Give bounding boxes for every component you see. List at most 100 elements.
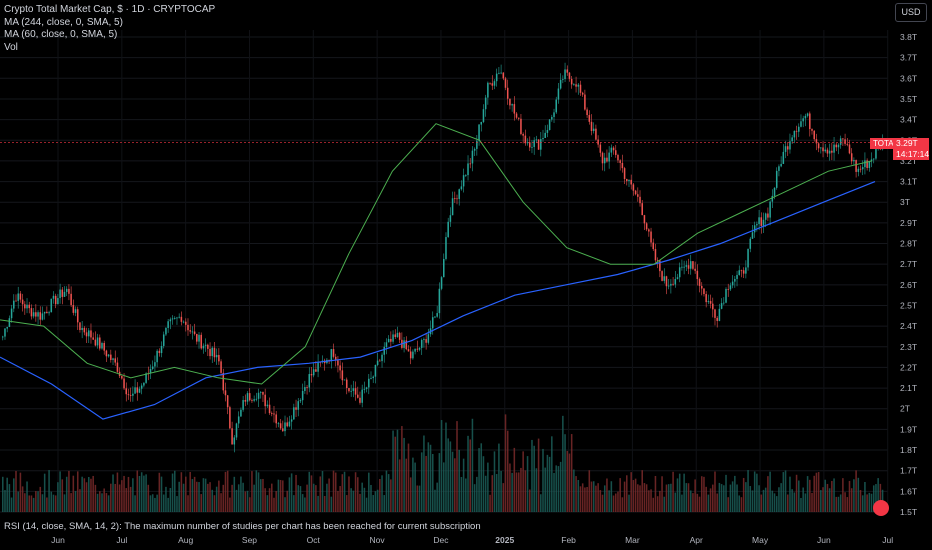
- candle-body: [712, 303, 714, 310]
- volume-bar: [824, 479, 827, 512]
- volume-bar: [288, 477, 291, 512]
- candle-body: [800, 121, 802, 127]
- candle-body: [465, 175, 467, 176]
- candle-body: [317, 361, 319, 372]
- ma-60-legend[interactable]: MA (60, close, 0, SMA, 5): [4, 29, 118, 40]
- time-axis[interactable]: Jun Jul Aug Sep Oct Nov Dec 2025 Feb Mar Apr May Jun…: [51, 535, 893, 545]
- volume-bar: [562, 415, 564, 512]
- candle-body: [306, 387, 308, 388]
- volume-bar: [81, 476, 83, 512]
- candle-body: [246, 393, 249, 402]
- candle-body: [99, 337, 101, 349]
- volume-bar: [586, 486, 588, 512]
- volume-bar: [612, 495, 615, 512]
- candle-body: [482, 109, 485, 122]
- candle-body: [359, 397, 361, 403]
- volume-bar: [330, 496, 333, 512]
- volume-bar: [436, 482, 438, 512]
- volume-bar: [65, 476, 68, 512]
- currency-button[interactable]: USD: [895, 3, 927, 22]
- volume-bar: [553, 472, 555, 512]
- candle-body: [564, 69, 566, 80]
- volume-bar: [476, 476, 478, 512]
- candle-body: [134, 387, 136, 394]
- candle-body: [354, 388, 357, 395]
- candle-body: [443, 258, 445, 278]
- volume-bar: [198, 482, 200, 512]
- volume-bar: [162, 494, 165, 512]
- candle-body: [81, 327, 83, 330]
- candle-body: [511, 104, 513, 106]
- volume-bar: [731, 481, 734, 512]
- volume-bar: [204, 478, 207, 512]
- volume-bar: [275, 491, 277, 512]
- volume-bar: [517, 472, 520, 512]
- volume-bar: [703, 476, 705, 512]
- candle-body: [390, 338, 392, 342]
- candle-body: [275, 414, 277, 424]
- volume-bar: [566, 450, 569, 512]
- candle-body: [436, 313, 438, 317]
- volume-bar: [48, 470, 50, 512]
- volume-bar: [350, 488, 352, 512]
- price-tick-label: 2.7T: [900, 259, 917, 269]
- volume-bar: [28, 495, 31, 512]
- volume-bar: [802, 487, 804, 512]
- price-axis[interactable]: 3.8T3.7T3.6T3.5T3.4T3.3T3.2T3.1T3T2.9T2.…: [900, 32, 917, 517]
- volume-bar: [425, 455, 427, 512]
- volume-bar: [595, 485, 597, 512]
- candle-body: [667, 285, 670, 287]
- candle-body: [68, 288, 70, 294]
- candle-body: [61, 289, 64, 297]
- candle-body: [451, 198, 454, 216]
- candle-body: [734, 278, 736, 282]
- candle-body: [387, 338, 390, 343]
- candle-body: [414, 348, 416, 352]
- volume-bar: [15, 470, 17, 512]
- volume-bar: [182, 483, 185, 512]
- candle-body: [15, 300, 17, 302]
- candle-body: [312, 369, 315, 376]
- candle-body: [570, 78, 573, 85]
- candle-body: [379, 360, 381, 362]
- volume-bar: [738, 495, 741, 512]
- candle-body: [557, 88, 560, 100]
- candle-body: [809, 113, 811, 130]
- candle-body: [566, 69, 569, 73]
- bar-countdown: 14:17:14: [896, 149, 930, 159]
- candle-body: [535, 139, 538, 141]
- volume-bar: [72, 475, 75, 512]
- volume-bar: [822, 487, 824, 512]
- scroll-to-realtime-icon[interactable]: [873, 500, 889, 516]
- volume-bar: [431, 453, 434, 512]
- candle-body: [531, 146, 533, 148]
- candle-body: [226, 395, 229, 408]
- candle-body: [645, 223, 648, 230]
- candle-body: [143, 382, 145, 386]
- volume-bar: [835, 496, 838, 512]
- volume-bar: [588, 470, 591, 512]
- candle-body: [491, 83, 494, 86]
- volume-bar: [473, 484, 476, 512]
- volume-bar: [235, 489, 238, 512]
- ma-244-legend[interactable]: MA (244, close, 0, SMA, 5): [4, 16, 123, 28]
- volume-bar: [185, 476, 187, 512]
- candle-body: [703, 288, 705, 295]
- candle-body: [222, 372, 225, 391]
- candle-body: [105, 350, 108, 357]
- volume-bar: [398, 459, 401, 512]
- volume-legend[interactable]: Vol: [4, 41, 18, 53]
- candle-body: [495, 73, 498, 82]
- candle-body: [215, 354, 218, 358]
- symbol-title[interactable]: Crypto Total Market Cap, $ · 1D · CRYPTO…: [4, 4, 216, 15]
- candle-body: [595, 128, 597, 140]
- price-tick-label: 3.2T: [900, 156, 917, 166]
- candle-body: [758, 217, 760, 225]
- candle-body: [264, 394, 266, 407]
- volume-bar: [390, 479, 392, 512]
- candle-body: [798, 126, 800, 132]
- volume-bar: [495, 474, 498, 512]
- volume-bar: [619, 478, 621, 512]
- candle-body: [6, 326, 8, 329]
